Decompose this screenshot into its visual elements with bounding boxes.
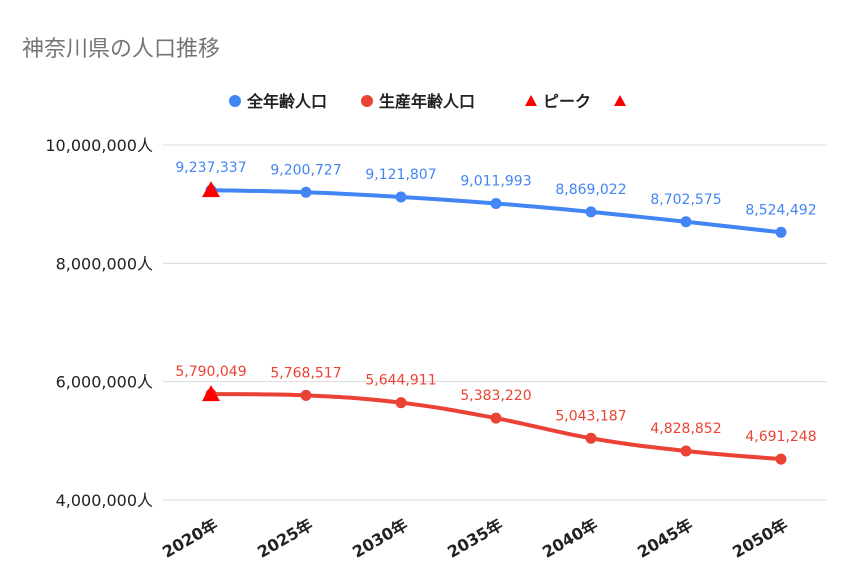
data-label: 5,043,187 <box>555 408 626 424</box>
data-label: 4,828,852 <box>650 421 721 437</box>
data-label: 4,691,248 <box>745 429 816 445</box>
x-tick-label: 2050年 <box>729 515 791 562</box>
legend-marker-peak <box>525 95 537 106</box>
y-tick-label: 8,000,000人 <box>56 254 153 273</box>
chart-title: 神奈川県の人口推移 <box>22 37 220 62</box>
data-label: 9,121,807 <box>365 167 436 183</box>
data-point <box>585 432 597 444</box>
data-label: 5,644,911 <box>365 373 436 389</box>
data-point <box>300 389 312 401</box>
legend-label-working-age: 生産年齢人口 <box>379 92 475 111</box>
data-label: 9,200,727 <box>270 162 341 178</box>
data-point <box>395 397 407 409</box>
x-tick-label: 2040年 <box>539 515 601 562</box>
data-label: 5,790,049 <box>175 364 246 380</box>
data-point <box>490 412 502 424</box>
x-tick-label: 2030年 <box>349 515 411 562</box>
data-point <box>395 191 407 203</box>
data-point <box>490 197 502 209</box>
data-point <box>680 216 692 228</box>
x-tick-label: 2020年 <box>159 515 221 562</box>
x-tick-label: 2025年 <box>254 515 316 562</box>
data-point <box>585 206 597 218</box>
x-tick-label: 2035年 <box>444 515 506 562</box>
legend: 全年齢人口 生産年齢人口 ピーク <box>229 92 626 111</box>
data-label: 5,768,517 <box>270 365 341 381</box>
data-label: 9,237,337 <box>175 160 246 176</box>
y-tick-label: 6,000,000人 <box>56 373 153 392</box>
data-point <box>680 445 692 457</box>
legend-label-all-ages: 全年齢人口 <box>246 92 327 111</box>
data-point <box>775 226 787 238</box>
x-tick-label: 2045年 <box>634 515 696 562</box>
legend-marker-all-ages <box>229 95 241 107</box>
peak-marker <box>202 385 220 402</box>
legend-marker-peak-2 <box>614 95 626 106</box>
data-label: 9,011,993 <box>460 173 531 189</box>
data-label: 5,383,220 <box>460 388 531 404</box>
y-tick-label: 4,000,000人 <box>56 491 153 510</box>
peak-marker <box>202 181 220 198</box>
y-tick-label: 10,000,000人 <box>45 136 153 155</box>
data-point <box>300 186 312 198</box>
legend-label-peak: ピーク <box>543 92 591 111</box>
data-point <box>775 453 787 465</box>
data-label: 8,524,492 <box>745 202 816 218</box>
legend-marker-working-age <box>361 95 373 107</box>
data-label: 8,702,575 <box>650 192 721 208</box>
data-label: 8,869,022 <box>555 182 626 198</box>
